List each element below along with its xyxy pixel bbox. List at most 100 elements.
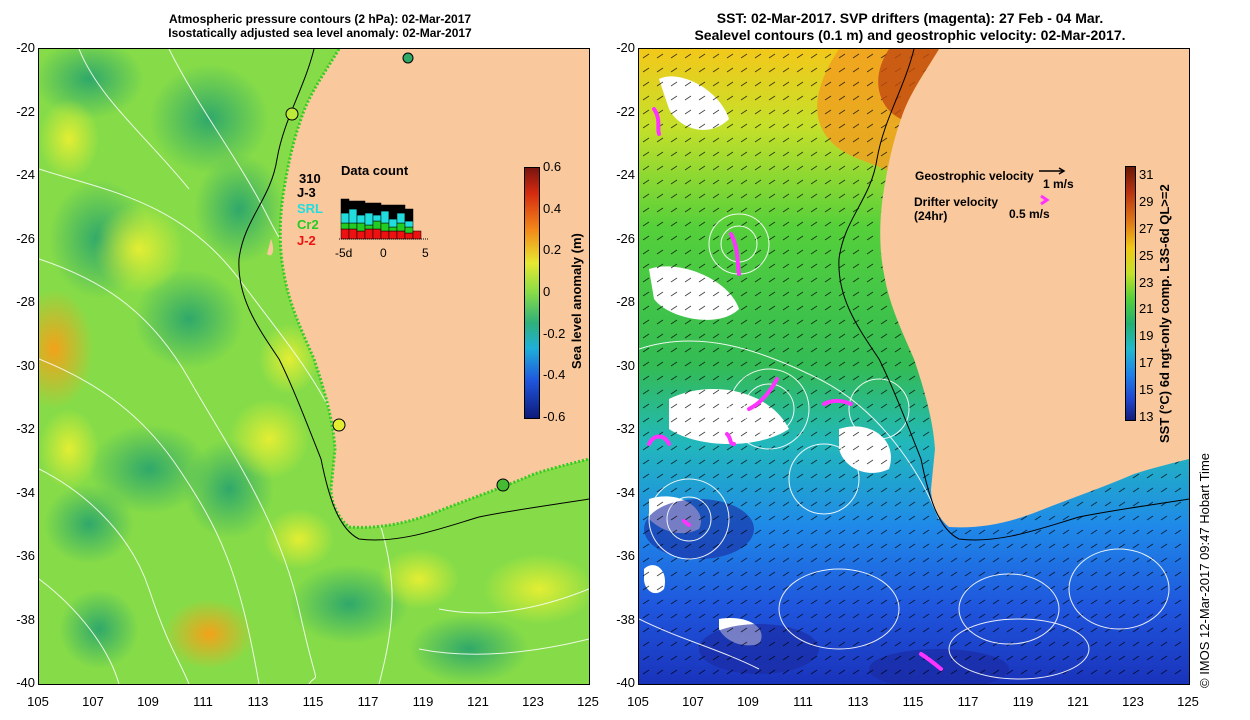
x-tick-label: 117 — [357, 694, 379, 709]
y-tick-label: -20 — [16, 40, 35, 55]
y-tick-label: -22 — [616, 103, 635, 119]
sla-colorbar-label: Sea level anomaly (m) — [569, 233, 584, 369]
drifter-track[interactable] — [725, 432, 736, 446]
tide-gauge-marker[interactable] — [332, 418, 346, 432]
land-mass — [280, 49, 589, 528]
y-tick-label: -40 — [616, 675, 635, 690]
sst-colorbar-tick: 15 — [1139, 382, 1154, 398]
y-tick-label: -28 — [16, 294, 35, 309]
sla-negative-anomalies — [39, 49, 529, 684]
data-count-title: Data count — [341, 163, 409, 178]
histogram-bar — [388, 204, 398, 220]
y-tick-label: -38 — [616, 611, 635, 627]
y-tick-label: -32 — [16, 421, 35, 436]
drifter-track[interactable] — [919, 652, 943, 671]
drifter-track[interactable] — [682, 519, 691, 527]
x-tick-label: 115 — [302, 694, 324, 709]
right-title-line1: SST: 02-Mar-2017. SVP drifters (magenta)… — [716, 10, 1104, 26]
histogram-bar — [364, 228, 374, 240]
histogram-bar — [364, 212, 374, 226]
tide-gauge-marker[interactable] — [402, 52, 414, 64]
sst-colorbar-tick: 25 — [1139, 247, 1154, 263]
histogram-bar — [396, 204, 406, 214]
histogram-bar — [404, 226, 414, 234]
sst-map[interactable]: Geostrophic velocity 1 m/s Drifter veloc… — [638, 48, 1190, 685]
x-tick-label: 119 — [412, 694, 434, 709]
sla-colorbar-tick: 0.4 — [543, 200, 562, 216]
y-tick-label: -36 — [16, 548, 35, 563]
y-tick-label: -30 — [16, 357, 35, 373]
drifter-velocity-label: Drifter velocity — [914, 195, 999, 209]
x-tick-label: 109 — [737, 694, 759, 709]
histogram-bar — [356, 230, 366, 240]
sst-colorbar-label: SST (°C) 6d ngt-only comp. L3S-6d QL>=2 — [1157, 184, 1172, 443]
drifter-track[interactable] — [652, 107, 661, 136]
x-tick-label: 113 — [847, 694, 869, 709]
data-count-histogram — [339, 198, 429, 240]
x-tick-label: 105 — [627, 694, 649, 709]
y-tick-label: -34 — [616, 484, 635, 500]
drifter-velocity-sub: (24hr) — [914, 209, 948, 223]
histogram-bar — [340, 228, 350, 240]
sla-map[interactable]: Data count 310 J-3 SRL Cr2 J-2 -5d 0 5 0.6 0… — [38, 48, 590, 685]
y-tick-label: -24 — [616, 167, 635, 182]
sla-colorbar-tick: -0.6 — [543, 409, 566, 424]
shelf-contour — [238, 49, 589, 541]
left-title-line2: Isostatically adjusted sea level anomaly… — [168, 26, 472, 40]
x-tick-label: 123 — [522, 694, 544, 709]
sla-positive-anomalies — [39, 99, 589, 669]
x-tick-label: 117 — [957, 694, 979, 709]
x-tick-label: 121 — [467, 694, 489, 709]
histogram-bar — [356, 222, 366, 232]
histogram-bar — [388, 230, 398, 240]
shelf-contour — [838, 49, 1189, 541]
mission-label: J-2 — [297, 233, 316, 248]
histogram-bar — [412, 230, 422, 240]
sla-colorbar-tick: -0.2 — [543, 325, 566, 341]
histogram-bar — [396, 212, 406, 224]
tide-gauge-marker[interactable] — [285, 107, 299, 121]
y-tick-label: -30 — [616, 357, 635, 373]
x-tick-label: 125 — [577, 694, 599, 709]
histogram-bar — [364, 202, 374, 214]
histogram-bar — [380, 230, 390, 240]
histogram-bar — [396, 230, 406, 240]
x-tick-label: 125 — [1177, 694, 1199, 709]
sla-colorbar — [524, 167, 540, 419]
histogram-bar — [356, 214, 366, 224]
histogram-bar — [380, 222, 390, 232]
tide-gauge-marker[interactable] — [496, 478, 510, 492]
histogram-bar — [372, 214, 382, 222]
sla-colorbar-tick: 0.6 — [543, 159, 562, 174]
tide-gauges — [285, 52, 510, 492]
data-count-total: 310 — [299, 171, 321, 186]
drifter-track[interactable] — [822, 399, 853, 406]
drifter-scale-label: 0.5 m/s — [1009, 207, 1050, 221]
histogram-bar — [340, 212, 350, 224]
histogram-xtick: 0 — [380, 246, 387, 260]
drifter-track[interactable] — [729, 232, 741, 276]
sst-colorbar-tick: 19 — [1139, 328, 1154, 344]
x-tick-label: 121 — [1067, 694, 1089, 709]
geostrophic-velocity-label: Geostrophic velocity — [915, 169, 1034, 183]
sla-map-svg — [39, 49, 589, 684]
histogram-bar — [348, 228, 358, 240]
sst-colorbar-tick: 27 — [1139, 220, 1154, 236]
y-tick-label: -24 — [16, 167, 35, 182]
sst-colorbar-tick: 23 — [1139, 274, 1154, 290]
x-tick-label: 111 — [793, 694, 813, 709]
sst-map-svg — [639, 49, 1189, 684]
y-tick-label: -40 — [16, 675, 35, 690]
pressure-contours — [39, 49, 589, 684]
sla-colorbar-tick: 0 — [543, 284, 551, 299]
right-title-line2: Sealevel contours (0.1 m) and geostrophi… — [694, 27, 1126, 43]
histogram-bar — [404, 232, 414, 240]
histogram-bar — [348, 222, 358, 230]
drifter-track[interactable] — [747, 377, 779, 411]
drifter-track[interactable] — [647, 434, 671, 446]
x-tick-label: 119 — [1012, 694, 1034, 709]
y-tick-label: -28 — [616, 294, 635, 309]
left-title-line1: Atmospheric pressure contours (2 hPa): 0… — [168, 12, 472, 26]
x-tick-label: 111 — [193, 694, 213, 709]
histogram-bar — [340, 198, 350, 214]
